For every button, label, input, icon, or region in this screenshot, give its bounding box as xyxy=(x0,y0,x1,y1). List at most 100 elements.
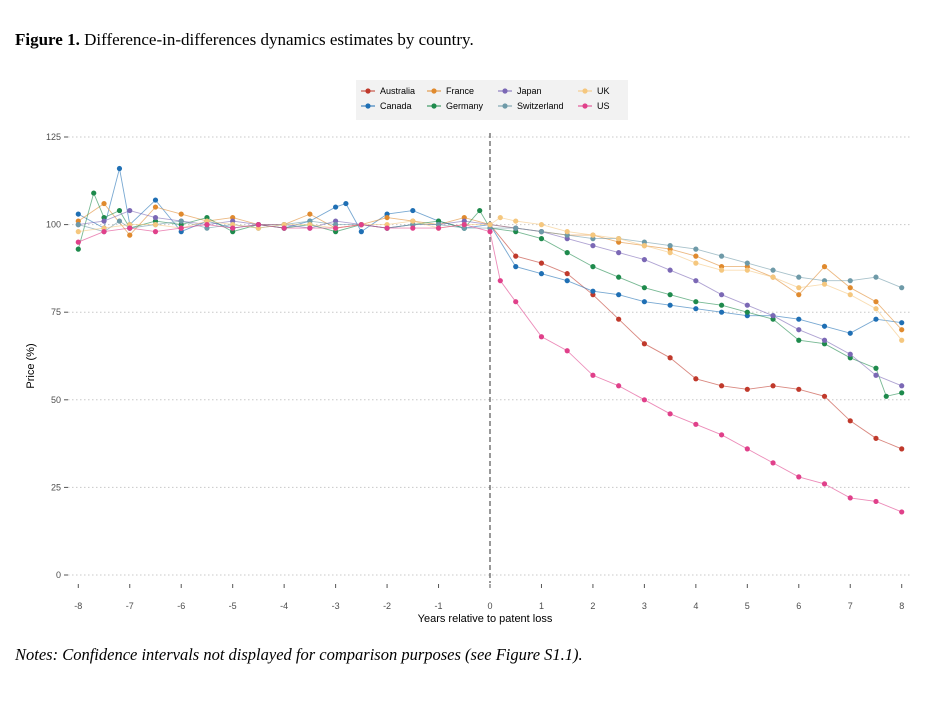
x-tick-label-9: 1 xyxy=(539,601,544,611)
data-point-uk-24 xyxy=(667,250,673,256)
data-point-canada-2 xyxy=(116,165,123,172)
x-tick-label-5: -3 xyxy=(332,601,340,611)
data-point-us-16 xyxy=(487,229,493,235)
legend-key-point xyxy=(502,88,508,94)
legend-label: Canada xyxy=(380,101,412,111)
data-point-uk-30 xyxy=(821,281,828,287)
x-tick-label-8: 0 xyxy=(487,601,492,611)
data-point-switzerland-2 xyxy=(116,218,123,224)
data-point-australia-11 xyxy=(770,383,776,389)
data-point-us-23 xyxy=(641,397,647,403)
data-point-canada-22 xyxy=(590,288,596,294)
data-point-us-30 xyxy=(821,481,828,487)
data-point-germany-21 xyxy=(538,236,545,242)
x-tick-label-7: -1 xyxy=(435,601,443,611)
data-point-canada-25 xyxy=(667,302,673,308)
data-point-canada-19 xyxy=(513,264,519,270)
data-point-uk-22 xyxy=(616,236,622,242)
x-tick-label-2: -6 xyxy=(177,601,185,611)
data-point-canada-21 xyxy=(564,278,570,284)
data-point-uk-23 xyxy=(641,243,647,249)
data-point-canada-0 xyxy=(75,211,81,217)
data-point-france-28 xyxy=(796,292,802,298)
data-point-germany-31 xyxy=(796,337,802,343)
data-point-switzerland-26 xyxy=(718,253,725,259)
y-tick-label-0: 0 xyxy=(56,570,61,580)
data-point-germany-3 xyxy=(116,207,123,214)
legend-label: Japan xyxy=(517,86,542,96)
data-point-switzerland-31 xyxy=(847,278,853,284)
data-point-switzerland-28 xyxy=(770,267,776,273)
data-point-germany-18 xyxy=(477,207,483,214)
legend-label: Germany xyxy=(446,101,484,111)
x-tick-label-14: 6 xyxy=(796,601,801,611)
data-point-canada-24 xyxy=(641,299,647,305)
data-point-switzerland-0 xyxy=(75,222,81,228)
x-tick-label-0: -8 xyxy=(74,601,82,611)
data-point-uk-19 xyxy=(538,222,545,228)
data-point-japan-22 xyxy=(641,257,647,263)
data-point-canada-12 xyxy=(343,200,349,207)
data-point-france-9 xyxy=(307,211,313,217)
data-point-france-3 xyxy=(152,204,159,210)
legend-label: France xyxy=(446,86,474,96)
x-tick-label-1: -7 xyxy=(126,601,134,611)
data-point-canada-31 xyxy=(821,323,828,329)
data-point-australia-9 xyxy=(718,383,725,389)
legend-item-canada: Canada xyxy=(361,101,412,111)
data-point-france-24 xyxy=(693,253,699,259)
data-point-switzerland-33 xyxy=(899,285,905,291)
data-point-australia-8 xyxy=(693,376,699,382)
legend-key-point xyxy=(431,88,437,94)
series-line-us xyxy=(78,224,902,513)
series-line-uk xyxy=(78,217,903,341)
data-point-us-26 xyxy=(718,432,725,438)
data-point-australia-13 xyxy=(821,393,828,399)
legend-item-germany: Germany xyxy=(427,101,484,111)
data-point-us-28 xyxy=(770,460,776,466)
y-tick-label-5: 125 xyxy=(46,132,61,142)
data-point-us-14 xyxy=(435,225,442,231)
data-point-uk-16 xyxy=(487,222,493,228)
y-tick-label-4: 100 xyxy=(46,220,61,230)
data-point-germany-29 xyxy=(744,309,750,315)
x-tick-label-13: 5 xyxy=(745,601,750,611)
data-point-canada-4 xyxy=(152,197,159,203)
data-point-uk-29 xyxy=(796,285,802,291)
data-point-france-29 xyxy=(821,264,828,270)
data-point-us-2 xyxy=(127,225,133,231)
data-point-canada-30 xyxy=(796,316,802,322)
data-point-switzerland-27 xyxy=(744,260,750,266)
data-point-germany-26 xyxy=(667,292,673,298)
data-point-us-9 xyxy=(307,225,313,231)
data-point-uk-25 xyxy=(693,260,699,266)
data-point-us-29 xyxy=(796,474,802,480)
data-point-france-1 xyxy=(101,200,107,207)
data-point-us-7 xyxy=(255,222,262,228)
data-point-switzerland-24 xyxy=(667,243,673,249)
data-point-us-33 xyxy=(899,509,905,515)
data-point-switzerland-29 xyxy=(796,274,802,280)
legend-key-point xyxy=(365,103,371,109)
data-point-japan-21 xyxy=(616,250,622,256)
legend: Australia Canada France Germany Japan Switzer… xyxy=(356,80,628,120)
data-point-australia-2 xyxy=(538,260,545,266)
data-point-australia-7 xyxy=(667,355,673,361)
legend-label: Australia xyxy=(380,86,415,96)
data-point-switzerland-19 xyxy=(538,229,545,235)
legend-label: UK xyxy=(597,86,610,96)
data-point-us-15 xyxy=(461,222,467,228)
data-point-us-22 xyxy=(616,383,622,389)
series-australia xyxy=(487,222,905,452)
data-point-switzerland-18 xyxy=(513,225,519,231)
data-point-australia-3 xyxy=(564,271,570,277)
legend-label: Switzerland xyxy=(517,101,564,111)
data-point-us-21 xyxy=(590,372,596,378)
data-point-us-12 xyxy=(384,225,390,231)
data-point-us-8 xyxy=(281,225,287,231)
data-point-us-18 xyxy=(513,299,519,305)
y-tick-label-2: 50 xyxy=(51,395,61,405)
data-point-australia-16 xyxy=(899,446,905,452)
data-point-us-1 xyxy=(101,229,107,235)
y-tick-label-3: 75 xyxy=(51,307,61,317)
